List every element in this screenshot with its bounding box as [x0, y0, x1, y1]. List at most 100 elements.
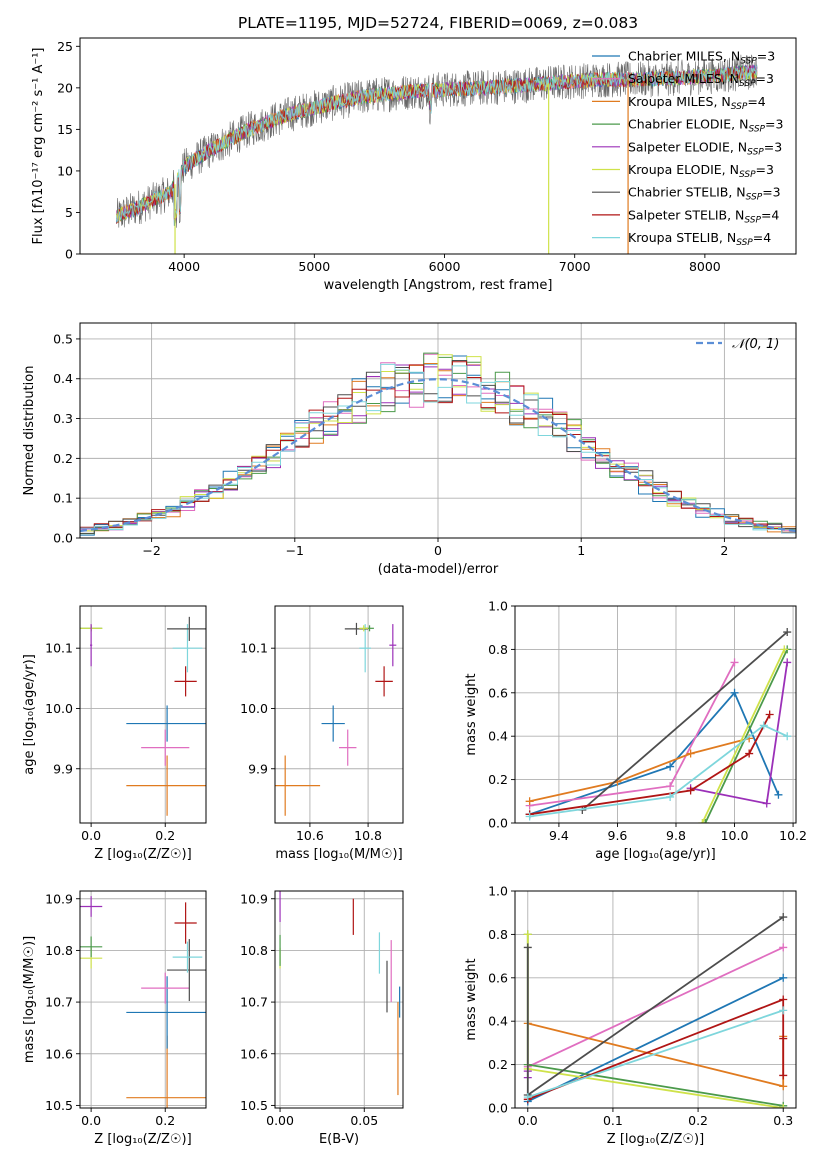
y-tick-label: 10.1 — [45, 641, 73, 656]
weight-line-kroupa_miles — [529, 737, 750, 803]
legend-entry: Kroupa MILES, NSSP=4 — [628, 94, 766, 112]
weight-line-kroupa_elodie — [701, 649, 786, 823]
y-tick-label: 0.6 — [488, 685, 508, 700]
figure-title: PLATE=1195, MJD=52724, FIBERID=0069, z=0… — [238, 14, 638, 32]
y-axis-label: mass [log₁₀(M/M☉)] — [22, 936, 37, 1063]
errorbar-group — [279, 891, 401, 1096]
y-tick-label: 10.1 — [240, 641, 268, 656]
weight-marker-kroupa_stelib — [523, 1093, 532, 1102]
weight-line-chabrier_miles — [527, 976, 784, 1103]
x-tick-label: 9.8 — [666, 828, 686, 843]
weight-marker-kroupa_miles — [525, 797, 534, 806]
normal-curve — [80, 378, 796, 533]
y-tick-label: 0.0 — [488, 816, 508, 831]
y-tick-label: 10.0 — [45, 701, 73, 716]
axes-frame — [514, 890, 797, 1109]
weight-line-salpeter_miles — [527, 946, 784, 1068]
legend-entry: 𝒩(0, 1) — [732, 337, 779, 352]
weight-line-kroupa_stelib — [527, 1009, 784, 1099]
weight-marker-salpeter_stelib — [779, 1034, 788, 1043]
weight_vs_age-panel: 9.4 9.6 9.8 10.0 10.2 0.0 0.2 0.4 0.6 0.8 1.0 age [… — [464, 599, 807, 863]
y-tick-label: 10.0 — [240, 701, 268, 716]
y-axis-label: age [log₁₀(age/yr)] — [22, 654, 37, 775]
x-axis-label: Z [log₁₀(Z/Z☉)] — [94, 1132, 191, 1147]
weight-marker-salpeter_stelib — [745, 749, 754, 758]
x-tick-label: 0 — [434, 543, 442, 558]
weight-line-kroupa_stelib — [529, 724, 788, 818]
weight-marker-kroupa_miles — [779, 1082, 788, 1091]
weight-marker-salpeter_elodie — [783, 658, 792, 667]
axes-frame — [79, 605, 207, 824]
errorbar-group — [80, 896, 206, 1108]
histogram-group — [80, 352, 796, 536]
histogram-kroupa_elodie — [80, 354, 796, 533]
y-axis-label: mass weight — [464, 673, 479, 755]
y-tick-label: 10.5 — [240, 1098, 268, 1113]
weight-marker-salpeter_stelib — [779, 1071, 788, 1080]
y-tick-label: 0 — [65, 247, 73, 262]
x-tick-label: 0.05 — [350, 1113, 378, 1128]
weight-line-chabrier_stelib — [581, 631, 788, 811]
y-tick-label: 0.0 — [488, 1101, 508, 1116]
errorbar-group — [275, 622, 397, 816]
x-tick-label: 0.3 — [773, 1113, 793, 1128]
legend-entry: Kroupa STELIB, NSSP=4 — [628, 230, 771, 248]
weight-marker-chabrier_miles — [774, 790, 783, 799]
weight-marker-chabrier_miles — [779, 973, 788, 982]
y-tick-label: 10.6 — [240, 1046, 268, 1061]
weight-line-salpeter_stelib — [529, 714, 771, 816]
y-tick-label: 0.0 — [53, 531, 73, 546]
weight-marker-kroupa_elodie — [780, 645, 789, 654]
weight-lines — [525, 628, 792, 823]
y-tick-label: 0.8 — [488, 642, 508, 657]
spectrum-lines — [116, 54, 758, 254]
y-tick-label: 10.8 — [240, 943, 268, 958]
y-axis-label: Normed distribution — [22, 366, 37, 496]
y-tick-label: 0.4 — [488, 729, 508, 744]
x-tick-label: 2 — [720, 543, 728, 558]
y-tick-label: 0.4 — [53, 371, 73, 386]
y-tick-label: 0.6 — [488, 970, 508, 985]
axes-frame — [79, 322, 797, 539]
axes-frame — [514, 605, 797, 824]
axes-frame — [79, 37, 797, 255]
x-tick-label: 1 — [577, 543, 585, 558]
weight-marker-salpeter_miles — [779, 943, 788, 952]
y-tick-label: 25 — [57, 39, 73, 54]
x-tick-label: 7000 — [559, 259, 591, 274]
y-tick-label: 1.0 — [488, 599, 508, 614]
weight_vs_Z-panel: 0.0 0.1 0.2 0.3 0.0 0.2 0.4 0.6 0.8 1.0 Z [log₁₀(Z… — [464, 884, 797, 1147]
x-tick-label: 9.4 — [549, 828, 569, 843]
y-tick-label: 0.8 — [488, 927, 508, 942]
y-tick-label: 5 — [65, 205, 73, 220]
legend-entry: Chabrier MILES, NSSP=3 — [628, 49, 775, 67]
y-tick-label: 9.9 — [248, 761, 268, 776]
x-tick-label: 9.6 — [608, 828, 628, 843]
age_vs_mass-panel: 10.6 10.8 9.9 10.0 10.1 mass [log₁₀(M/M☉)] — [240, 605, 404, 862]
x-tick-label: 0.0 — [81, 1113, 101, 1128]
weight-marker-salpeter_stelib — [765, 710, 774, 719]
weight-marker-chabrier_miles — [666, 762, 675, 771]
y-tick-label: 10 — [57, 163, 73, 178]
mass_vs_Z-panel: 0.0 0.2 10.5 10.6 10.7 10.8 10.9 Z [log₁₀(Z/Z☉)… — [22, 890, 207, 1147]
x-tick-label: 10.2 — [779, 828, 807, 843]
legend-entry: Kroupa ELODIE, NSSP=3 — [628, 162, 774, 180]
y-tick-label: 0.4 — [488, 1014, 508, 1029]
x-tick-label: 4000 — [168, 259, 200, 274]
x-axis-label: E(B-V) — [319, 1132, 359, 1147]
spectrum-panel: 4000 5000 6000 7000 8000 0 5 10 15 20 25 wavelength… — [31, 37, 797, 293]
weight-marker-chabrier_stelib — [783, 628, 792, 637]
mass_vs_EBV-panel: 0.00 0.05 10.5 10.6 10.7 10.8 10.9 E(B-V) — [240, 890, 404, 1147]
residuals-panel: −2 −1 0 1 2 0.0 0.1 0.2 0.3 0.4 0.5 (data-model)/er… — [22, 322, 797, 577]
x-tick-label: 10.8 — [354, 828, 382, 843]
legend-entry: Chabrier ELODIE, NSSP=3 — [628, 117, 783, 135]
age_vs_Z-panel: 0.0 0.2 9.9 10.0 10.1 Z [log₁₀(Z/Z☉)] age [log… — [22, 605, 207, 862]
legend-entry: Salpeter MILES, NSSP=3 — [628, 71, 774, 89]
weight-marker-kroupa_stelib — [525, 812, 534, 821]
axes-frame — [274, 605, 404, 824]
weight-marker-kroupa_stelib — [759, 721, 768, 730]
y-tick-label: 9.9 — [53, 761, 73, 776]
x-axis-label: age [log₁₀(age/yr)] — [595, 847, 716, 862]
weight-marker-salpeter_stelib — [779, 995, 788, 1004]
